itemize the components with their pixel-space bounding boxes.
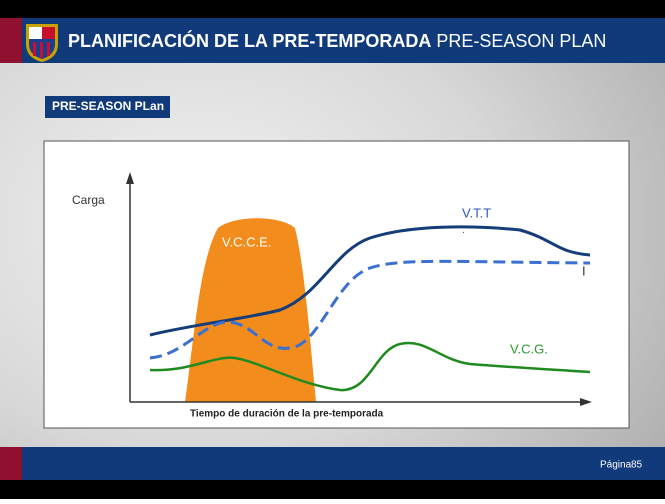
page-word: Página [600,460,632,471]
vtt-label: V.T.T [462,205,491,220]
footer-bar [0,447,665,480]
section-label: PRE-SEASON PLan [52,99,164,113]
top-band [0,0,665,18]
vcce-area [185,218,316,402]
vtt-curve [149,225,591,337]
page-number: 85 [631,460,643,471]
vcce-label: V.C.C.E. [222,234,271,249]
vtt-dot: . [462,224,465,236]
y-arrow [126,172,134,184]
crest [26,24,58,62]
diagram-box [43,140,630,429]
dashed-curve [149,259,591,360]
slide-title: PLANIFICACIÓN DE LA PRE-TEMPORADA PRE-SE… [68,30,606,51]
vcg-label: V.C.G. [510,341,548,356]
header-bar [0,18,665,63]
section-label-box [45,96,170,118]
bottom-band [0,480,665,499]
x-label: Tiempo de duración de la pre-temporada [190,409,384,420]
vcg-curve [149,341,591,392]
dashed-label: I [582,263,586,278]
y-label: Carga [72,193,105,207]
header-accent [0,18,22,63]
x-arrow [580,398,592,406]
footer-accent [0,447,22,480]
